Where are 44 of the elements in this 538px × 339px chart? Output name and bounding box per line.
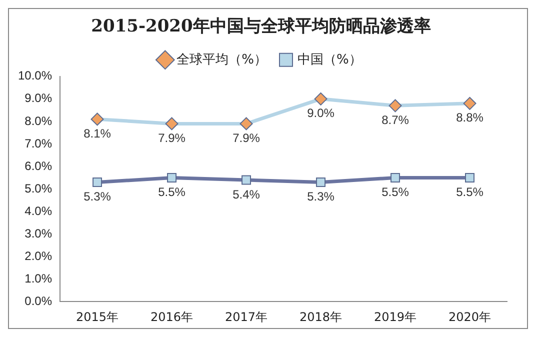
point [90, 112, 104, 126]
y-tick-label: 10.0% [18, 68, 52, 83]
data-label: 5.5% [382, 185, 410, 200]
y-tick-label: 7.0% [24, 136, 52, 150]
y-tick-label: 5.0% [24, 181, 52, 196]
point [242, 175, 252, 185]
y-tick-label: 4.0% [24, 204, 52, 218]
point [388, 99, 402, 112]
point [240, 117, 253, 130]
data-label: 5.3% [307, 190, 335, 204]
y-tick-label: 2.0% [24, 248, 52, 263]
y-tick-label: 3.0% [24, 226, 52, 240]
point [390, 173, 400, 182]
x-tick-label: 2018年 [299, 310, 342, 324]
point [463, 96, 476, 110]
y-tick-label: 1.0% [24, 271, 52, 286]
legend-label: 全球平均（%） [176, 52, 268, 68]
point [465, 173, 474, 182]
data-label: 5.3% [84, 190, 112, 204]
data-label: 8.8% [456, 110, 484, 125]
data-label: 7.9% [232, 131, 260, 146]
chart-title: 2015-2020年中国与全球平均防晒品渗透率 [91, 16, 431, 37]
data-label: 5.5% [158, 185, 186, 200]
legend-label: 中国（%） [298, 52, 362, 68]
point [92, 178, 102, 187]
y-tick-label: 0.0% [24, 294, 52, 308]
x-tick-label: 2020年 [448, 310, 492, 324]
x-tick-label: 2019年 [374, 310, 417, 324]
point [167, 173, 177, 182]
x-tick-label: 2016年 [150, 310, 194, 324]
data-label: 8.1% [84, 126, 112, 140]
point [316, 178, 326, 187]
y-tick-label: 8.0% [24, 114, 52, 128]
x-tick-label: 2015年 [76, 310, 119, 324]
data-label: 9.0% [307, 106, 335, 120]
data-label: 5.4% [232, 187, 260, 202]
data-label: 5.5% [456, 185, 484, 200]
point [165, 117, 178, 130]
y-tick-label: 6.0% [24, 158, 52, 173]
data-label: 8.7% [382, 112, 410, 127]
x-tick-label: 2017年 [224, 310, 268, 324]
data-label: 7.9% [158, 131, 186, 146]
point [314, 92, 328, 106]
y-tick-label: 9.0% [24, 91, 52, 106]
